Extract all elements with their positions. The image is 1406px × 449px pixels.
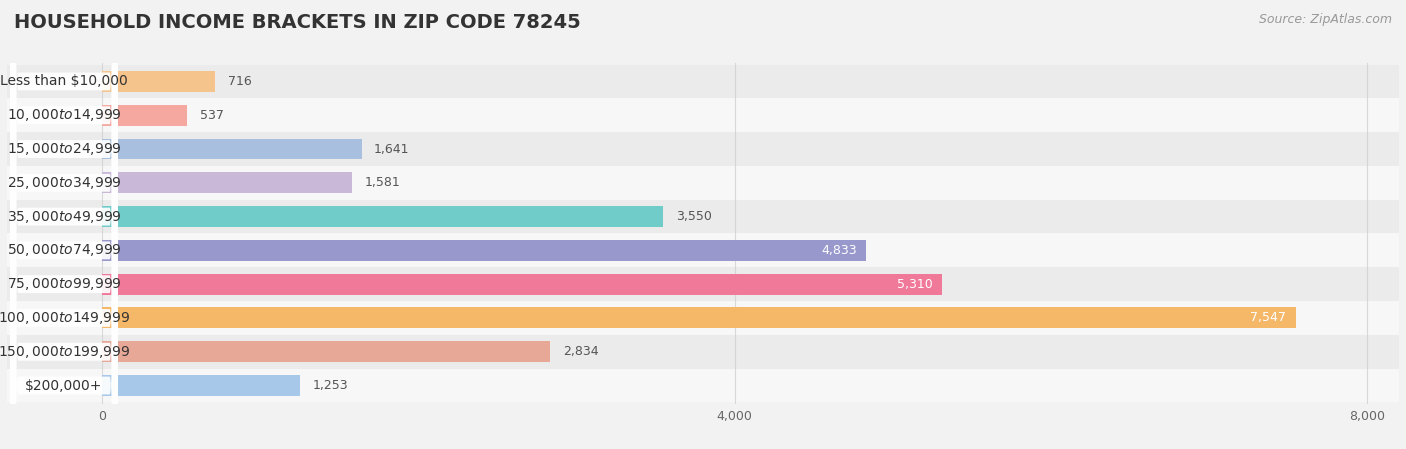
Bar xyxy=(103,341,550,362)
Text: 3,550: 3,550 xyxy=(676,210,711,223)
Text: Less than $10,000: Less than $10,000 xyxy=(0,75,128,88)
FancyBboxPatch shape xyxy=(10,0,118,449)
Bar xyxy=(103,308,1296,328)
Bar xyxy=(7,132,1399,166)
Text: $75,000 to $99,999: $75,000 to $99,999 xyxy=(7,276,121,292)
Bar xyxy=(7,98,1399,132)
Text: 716: 716 xyxy=(228,75,252,88)
Bar xyxy=(7,301,1399,335)
Text: $10,000 to $14,999: $10,000 to $14,999 xyxy=(7,107,121,123)
FancyBboxPatch shape xyxy=(10,0,118,449)
Text: $200,000+: $200,000+ xyxy=(25,379,103,392)
Bar xyxy=(103,139,361,159)
Text: $35,000 to $49,999: $35,000 to $49,999 xyxy=(7,209,121,224)
Text: 5,310: 5,310 xyxy=(897,277,932,291)
Text: Source: ZipAtlas.com: Source: ZipAtlas.com xyxy=(1258,13,1392,26)
Text: $15,000 to $24,999: $15,000 to $24,999 xyxy=(7,141,121,157)
Bar xyxy=(7,267,1399,301)
FancyBboxPatch shape xyxy=(10,0,118,449)
Bar xyxy=(103,105,187,126)
FancyBboxPatch shape xyxy=(10,0,118,449)
Text: 1,581: 1,581 xyxy=(364,176,401,189)
Bar xyxy=(103,375,299,396)
Bar xyxy=(7,369,1399,402)
Bar xyxy=(7,233,1399,267)
FancyBboxPatch shape xyxy=(10,0,118,449)
Text: 537: 537 xyxy=(200,109,224,122)
Bar xyxy=(103,274,942,295)
Bar xyxy=(103,240,866,261)
Bar xyxy=(103,71,215,92)
Bar xyxy=(103,206,664,227)
Bar xyxy=(7,65,1399,98)
Text: HOUSEHOLD INCOME BRACKETS IN ZIP CODE 78245: HOUSEHOLD INCOME BRACKETS IN ZIP CODE 78… xyxy=(14,13,581,32)
Text: 2,834: 2,834 xyxy=(562,345,599,358)
Text: 1,253: 1,253 xyxy=(312,379,349,392)
FancyBboxPatch shape xyxy=(10,0,118,449)
Bar xyxy=(7,335,1399,369)
Text: $150,000 to $199,999: $150,000 to $199,999 xyxy=(0,344,131,360)
Text: 4,833: 4,833 xyxy=(821,244,856,257)
Bar xyxy=(7,200,1399,233)
Text: $25,000 to $34,999: $25,000 to $34,999 xyxy=(7,175,121,191)
Bar xyxy=(7,166,1399,200)
FancyBboxPatch shape xyxy=(10,0,118,449)
Text: $50,000 to $74,999: $50,000 to $74,999 xyxy=(7,242,121,258)
FancyBboxPatch shape xyxy=(10,0,118,449)
Bar xyxy=(103,172,352,193)
Text: 1,641: 1,641 xyxy=(374,142,409,155)
FancyBboxPatch shape xyxy=(10,0,118,449)
FancyBboxPatch shape xyxy=(10,0,118,449)
Text: 7,547: 7,547 xyxy=(1250,312,1286,325)
Text: $100,000 to $149,999: $100,000 to $149,999 xyxy=(0,310,131,326)
